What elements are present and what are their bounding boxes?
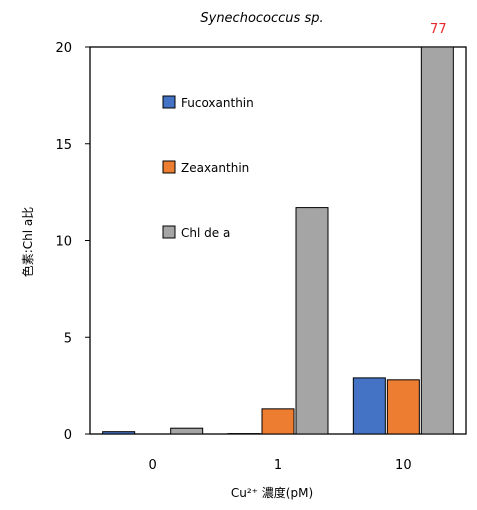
y-tick-label: 10 <box>55 235 72 250</box>
legend-label: Fucoxanthin <box>181 96 254 110</box>
chart-title: Synechococcus sp. <box>200 11 323 26</box>
legend-swatch <box>162 160 176 174</box>
x-tick-label: 0 <box>149 458 157 473</box>
bar-chl-de-a-1 <box>295 207 329 435</box>
x-tick-label: 1 <box>274 458 282 473</box>
plot-frame <box>89 46 467 435</box>
bar-zeaxanthin-10 <box>386 379 420 435</box>
y-tick-label: 0 <box>64 428 72 443</box>
x-axis-label: Cu²⁺ 濃度(pM) <box>231 485 313 500</box>
legend-swatch <box>162 225 176 239</box>
bar-fucoxanthin-10 <box>352 377 386 435</box>
legend-swatch <box>162 95 176 109</box>
x-tick-label: 10 <box>395 458 412 473</box>
bar-fucoxanthin-0 <box>102 431 136 435</box>
legend-label: Chl de a <box>181 226 230 240</box>
bar-chl-de-a-0 <box>170 427 204 435</box>
legend: Fucoxanthin Zeaxanthin Chl de a <box>162 95 254 240</box>
bar-zeaxanthin-1 <box>261 408 295 435</box>
y-axis-label: 色素:Chl a比 <box>21 207 35 278</box>
y-tick-label: 15 <box>55 138 72 153</box>
bars: 77 <box>102 22 454 435</box>
y-tick-label: 5 <box>64 331 72 346</box>
y-tick-label: 20 <box>55 41 72 56</box>
bar-chl-de-a-10 <box>420 46 454 435</box>
overflow-value-label: 77 <box>430 22 447 37</box>
legend-label: Zeaxanthin <box>181 161 249 175</box>
